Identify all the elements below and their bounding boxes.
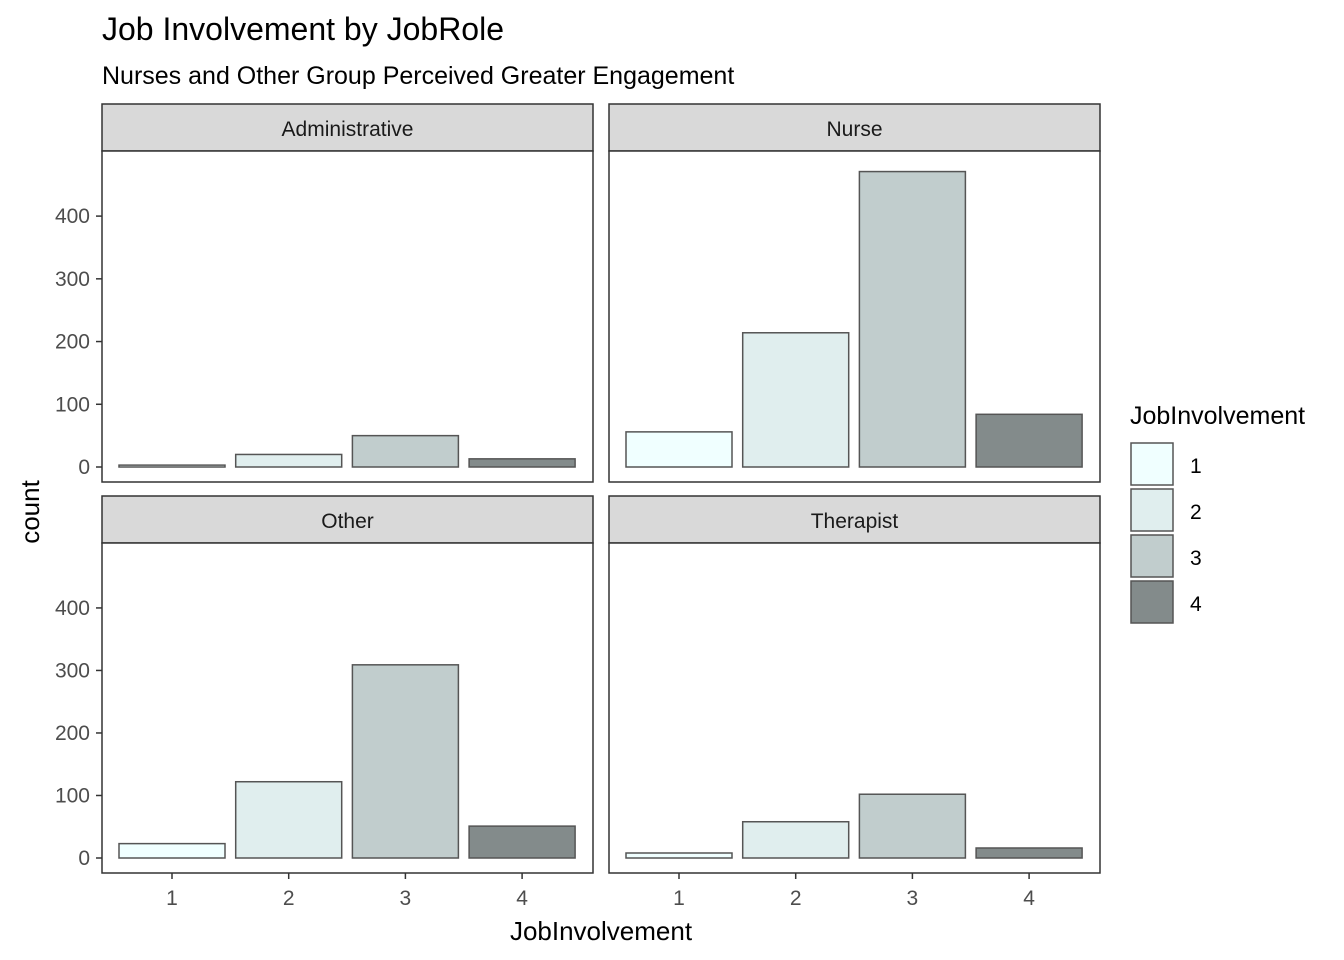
- y-tick-label: 200: [55, 722, 90, 745]
- y-tick-label: 300: [55, 659, 90, 682]
- bar: [234, 453, 343, 468]
- bar: [351, 434, 460, 468]
- bar: [468, 825, 576, 859]
- facet-panel: Nurse: [608, 103, 1101, 483]
- y-tick-label: 200: [55, 331, 90, 354]
- facet-strip: [608, 495, 1101, 544]
- x-axis-label: JobInvolvement: [510, 916, 693, 946]
- x-tick-label: 2: [283, 887, 295, 910]
- legend-key: [1130, 534, 1174, 578]
- y-tick-label: 100: [55, 784, 90, 807]
- facet-panel: Administrative 0 100 200 300 400: [55, 103, 594, 483]
- bar: [741, 332, 850, 468]
- x-tick-label: 3: [907, 887, 919, 910]
- chart-subtitle: Nurses and Other Group Perceived Greater…: [102, 62, 734, 90]
- bar: [234, 780, 343, 859]
- y-tick-label: 100: [55, 393, 90, 416]
- bar: [858, 170, 967, 468]
- legend: JobInvolvement 1 2 3 4: [1130, 402, 1305, 624]
- x-tick-label: 4: [516, 887, 528, 910]
- legend-label: 1: [1190, 455, 1202, 478]
- legend-label: 3: [1190, 547, 1202, 570]
- x-tick-label: 3: [400, 887, 412, 910]
- y-tick-label: 400: [55, 205, 90, 228]
- legend-label: 2: [1190, 501, 1202, 524]
- y-tick-label: 300: [55, 268, 90, 291]
- legend-label: 4: [1190, 593, 1202, 616]
- bar: [975, 847, 1083, 859]
- facet-panel-border: [101, 542, 594, 874]
- facet-panel-border: [101, 150, 594, 483]
- facet-strip: [101, 103, 594, 152]
- legend-title: JobInvolvement: [1130, 402, 1305, 430]
- chart-title: Job Involvement by JobRole: [102, 11, 504, 47]
- facet-panel: Therapist 1 2 3 4: [608, 495, 1101, 910]
- facet-strip-label: Other: [321, 510, 374, 533]
- bar: [975, 413, 1083, 468]
- facet-strip-label: Nurse: [826, 118, 882, 141]
- bar: [351, 664, 460, 859]
- facet-strip: [101, 495, 594, 544]
- bar: [625, 852, 733, 859]
- bar: [858, 793, 967, 859]
- legend-key: [1130, 442, 1174, 486]
- y-tick-label: 0: [78, 847, 90, 870]
- y-tick-label: 0: [78, 456, 90, 479]
- legend-key: [1130, 488, 1174, 532]
- legend-key: [1130, 580, 1174, 624]
- y-tick-label: 400: [55, 597, 90, 620]
- x-tick-label: 1: [166, 887, 178, 910]
- bar: [118, 464, 226, 468]
- y-axis-label: count: [15, 479, 45, 543]
- x-tick-label: 1: [673, 887, 685, 910]
- facet-panel-border: [608, 542, 1101, 874]
- bar: [741, 820, 850, 859]
- bar: [625, 431, 733, 468]
- facets-layer: Administrative 0 100 200 300 400 Nurse Other 0 10…: [55, 103, 1101, 910]
- x-tick-label: 2: [790, 887, 802, 910]
- x-tick-label: 4: [1023, 887, 1035, 910]
- facet-strip-label: Therapist: [811, 510, 899, 533]
- facet-strip-label: Administrative: [282, 118, 414, 141]
- bar: [468, 458, 576, 468]
- facet-panel: Other 0 100 200 300 400 1 2 3 4: [55, 495, 594, 910]
- bar: [118, 842, 226, 859]
